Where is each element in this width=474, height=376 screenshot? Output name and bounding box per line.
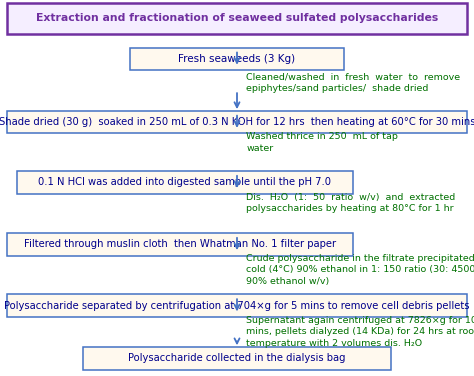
Text: Supernatant again centrifuged at 7826×g for 10
mins, pellets dialyzed (14 KDa) f: Supernatant again centrifuged at 7826×g … — [246, 316, 474, 348]
FancyBboxPatch shape — [17, 171, 353, 194]
FancyBboxPatch shape — [7, 233, 353, 256]
Text: Cleaned/washed  in  fresh  water  to  remove
epiphytes/sand particles/  shade dr: Cleaned/washed in fresh water to remove … — [246, 72, 461, 92]
Text: Shade dried (30 g)  soaked in 250 mL of 0.3 N KOH for 12 hrs  then heating at 60: Shade dried (30 g) soaked in 250 mL of 0… — [0, 117, 474, 127]
FancyBboxPatch shape — [7, 294, 467, 317]
Text: Polysaccharide collected in the dialysis bag: Polysaccharide collected in the dialysis… — [128, 353, 346, 363]
FancyBboxPatch shape — [83, 347, 391, 370]
FancyBboxPatch shape — [7, 111, 467, 133]
FancyBboxPatch shape — [7, 3, 467, 34]
Text: Crude polysaccharide in the filtrate precipitated by adding
cold (4°C) 90% ethan: Crude polysaccharide in the filtrate pre… — [246, 254, 474, 286]
Text: Dis.  H₂O  (1:  50  ratio  w/v)  and  extracted
polysaccharides by heating at 80: Dis. H₂O (1: 50 ratio w/v) and extracted… — [246, 193, 456, 213]
Text: 0.1 N HCl was added into digested sample until the pH 7.0: 0.1 N HCl was added into digested sample… — [38, 177, 331, 187]
FancyBboxPatch shape — [130, 48, 344, 70]
Text: Fresh seaweeds (3 Kg): Fresh seaweeds (3 Kg) — [178, 54, 296, 64]
Text: Extraction and fractionation of seaweed sulfated polysaccharides: Extraction and fractionation of seaweed … — [36, 14, 438, 23]
Text: Filtered through muslin cloth  then Whatman No. 1 filter paper: Filtered through muslin cloth then Whatm… — [24, 240, 336, 249]
Text: Washed thrice in 250  mL of tap
water: Washed thrice in 250 mL of tap water — [246, 132, 398, 153]
Text: Polysaccharide separated by centrifugation at 704×g for 5 mins to remove cell de: Polysaccharide separated by centrifugati… — [4, 301, 470, 311]
